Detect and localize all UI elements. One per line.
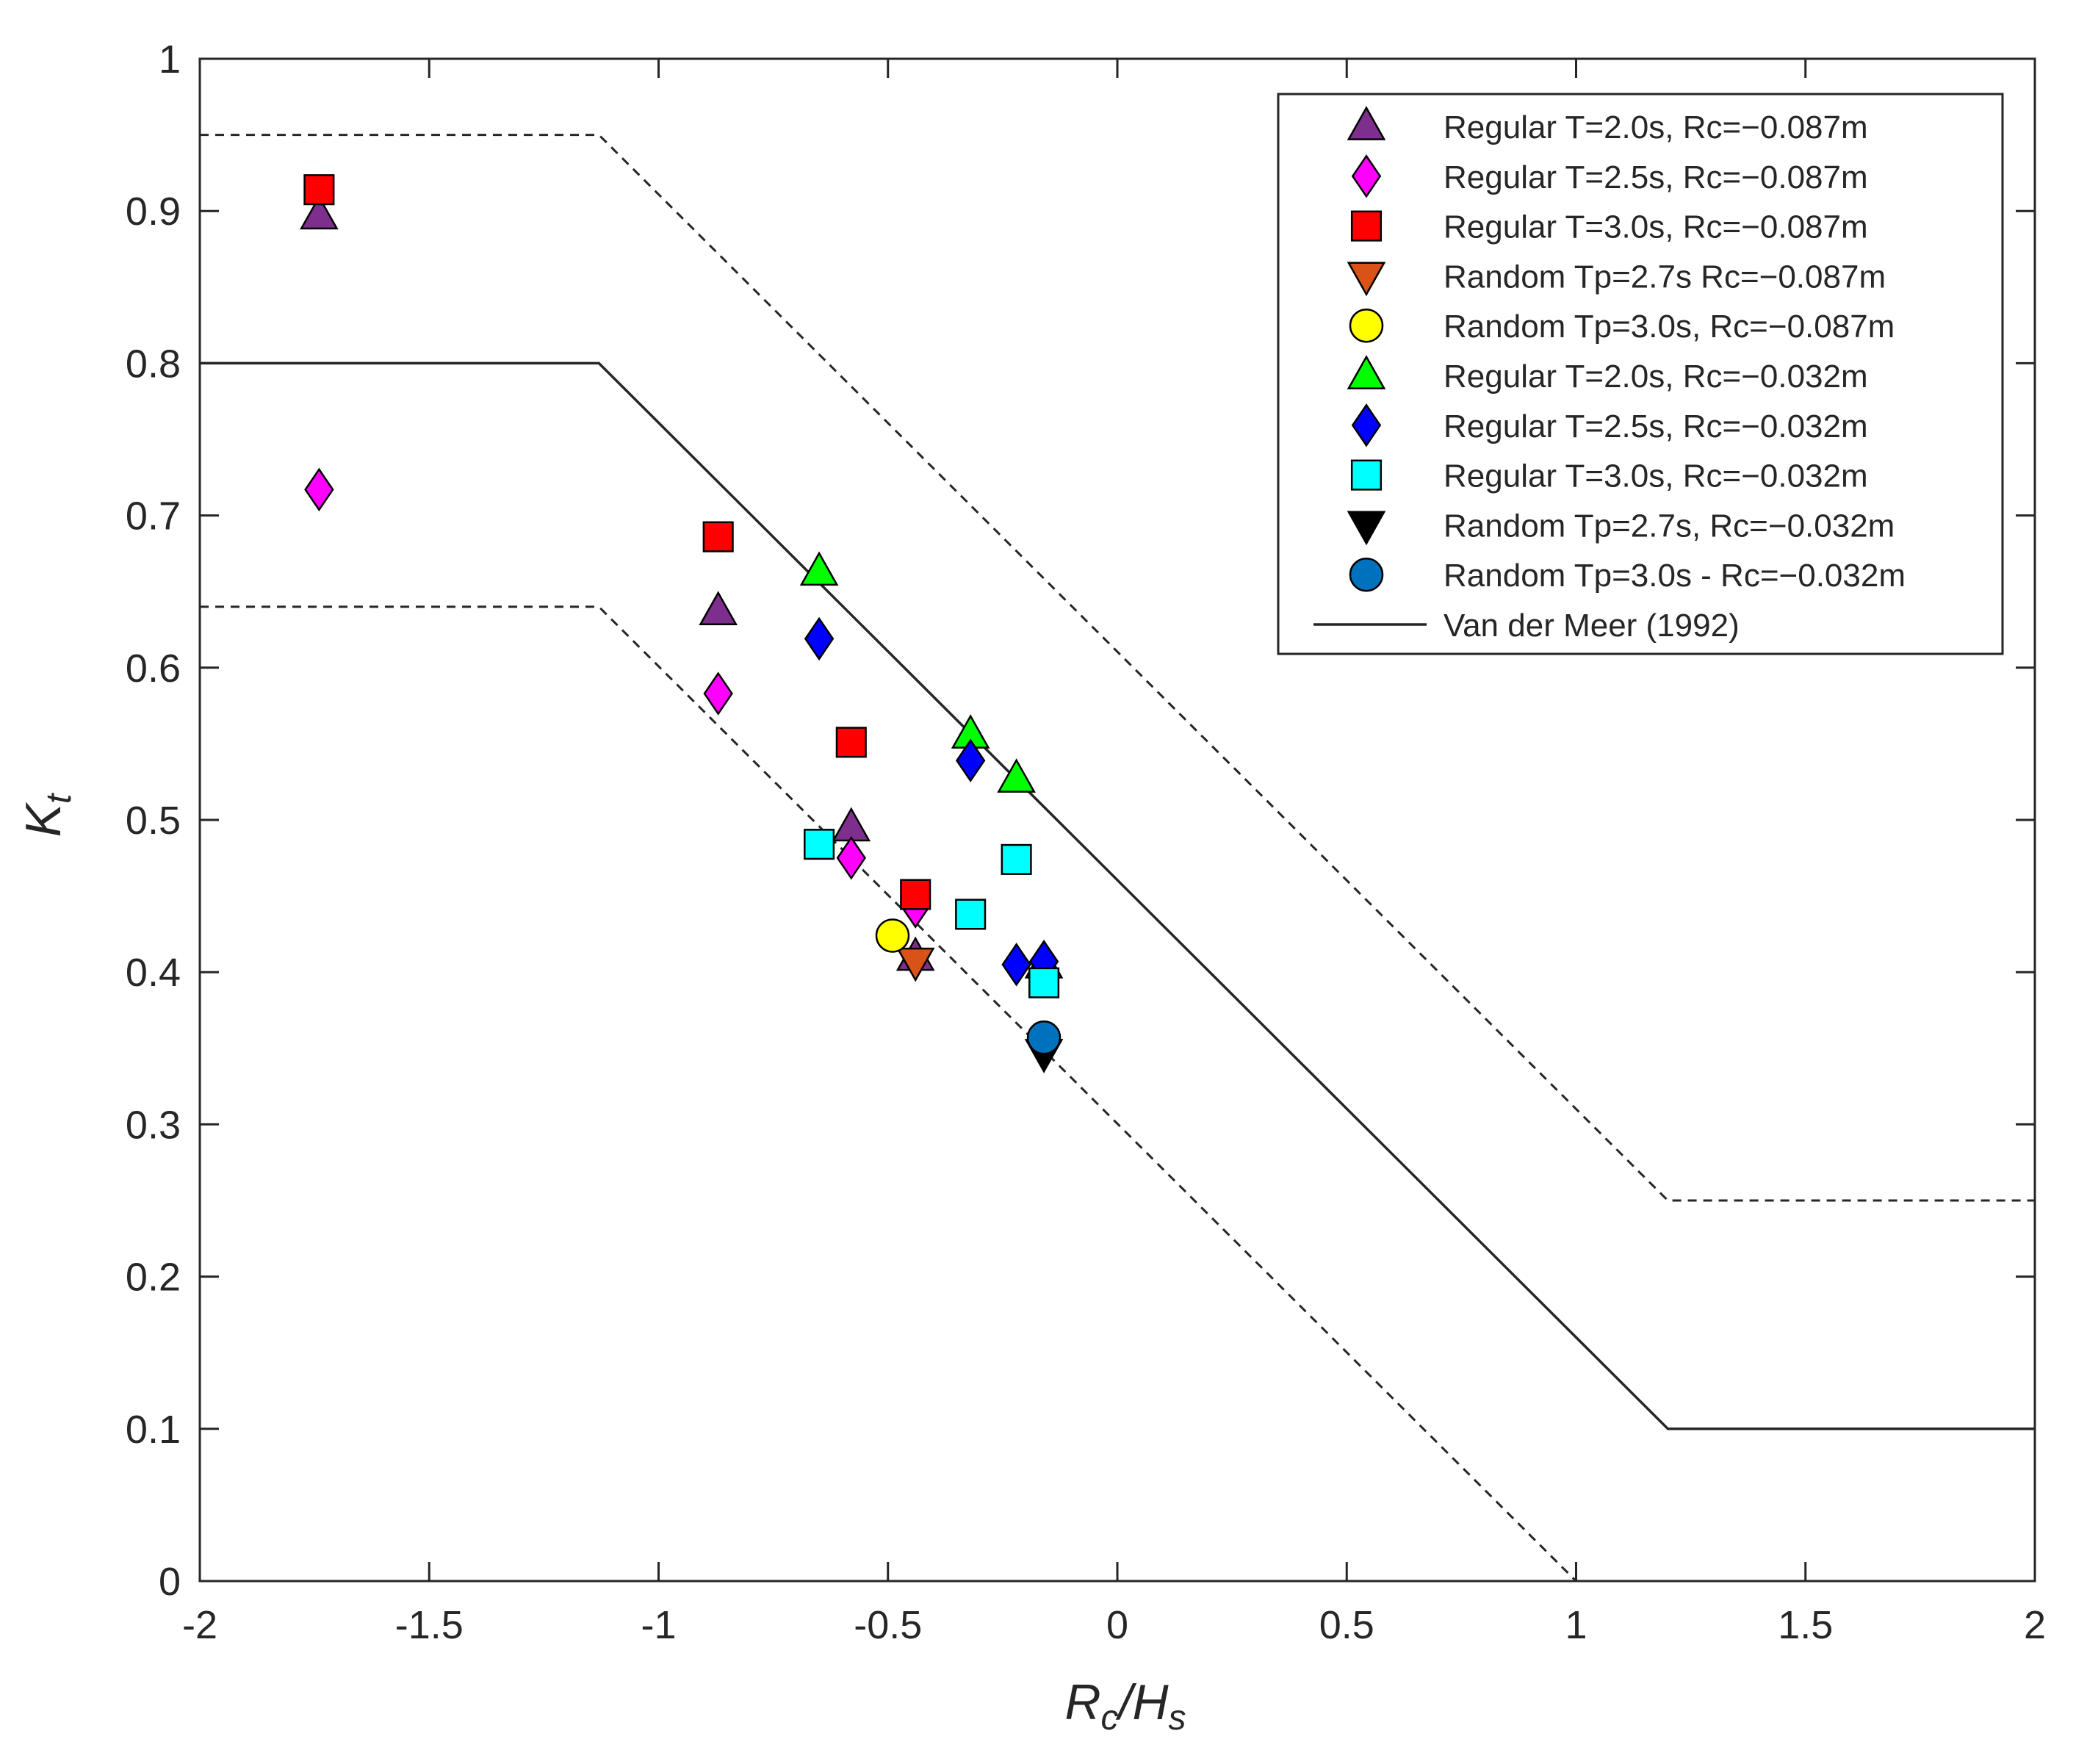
data-point-7-0 [804, 829, 835, 860]
data-point-4-0 [875, 918, 910, 953]
x-tick-label: 0.5 [1319, 1603, 1374, 1647]
data-point-7-1 [955, 899, 987, 930]
legend-marker-1 [1351, 154, 1382, 198]
legend-marker-0 [1347, 106, 1386, 140]
data-point-1-0 [304, 467, 334, 512]
legend-label-3: Random Tp=2.7s Rc=−0.087m [1444, 259, 1886, 295]
y-tick-label: 0.8 [126, 342, 181, 386]
legend-label-7: Regular T=3.0s, Rc=−0.032m [1444, 458, 1868, 494]
legend-marker-9 [1349, 557, 1384, 592]
y-axis-label-sub: t [40, 793, 79, 804]
y-tick-label: 0.9 [126, 190, 181, 234]
y-tick-label: 0.2 [126, 1256, 181, 1300]
data-point-2-1 [702, 521, 734, 552]
data-point-2-0 [303, 174, 335, 206]
data-point-6-2 [1001, 943, 1031, 987]
x-axis-label-sub1: c [1101, 1699, 1119, 1738]
legend-marker-2 [1350, 210, 1383, 242]
points-layer [300, 174, 1064, 1073]
series-9 [1026, 1020, 1062, 1055]
legend-marker-4 [1349, 308, 1384, 343]
x-axis-label-sub2: s [1169, 1699, 1186, 1738]
x-tick-label: -1 [641, 1603, 676, 1647]
data-point-7-2 [1001, 843, 1032, 875]
legend-label-5: Regular T=2.0s, Rc=−0.032m [1444, 359, 1868, 395]
y-tick-label: 1 [159, 37, 181, 82]
data-point-9-0 [1026, 1020, 1062, 1055]
x-tick-label: -1.5 [395, 1603, 464, 1647]
x-axis-label: Rc/Hs [1064, 1674, 1186, 1738]
y-tick-label: 0.6 [126, 647, 181, 691]
y-tick-label: 0.4 [126, 951, 181, 995]
data-point-2-2 [835, 727, 867, 758]
data-point-2-3 [900, 879, 931, 910]
legend-marker-8 [1347, 511, 1386, 546]
legend-marker-6 [1351, 403, 1382, 447]
y-tick-label: 0 [159, 1560, 181, 1604]
legend-label-1: Regular T=2.5s, Rc=−0.087m [1444, 159, 1868, 195]
y-tick-label: 0.5 [126, 799, 181, 843]
data-point-1-2 [836, 836, 867, 880]
data-point-3-0 [895, 947, 935, 982]
x-tick-label: 0 [1106, 1603, 1128, 1647]
series-3 [895, 947, 935, 982]
legend-marker-7 [1350, 459, 1383, 491]
legend-marker-5 [1347, 355, 1386, 389]
legend-label-2: Regular T=3.0s, Rc=−0.087m [1444, 209, 1868, 245]
legend-label-0: Regular T=2.0s, Rc=−0.087m [1444, 109, 1868, 145]
legend: Regular T=2.0s, Rc=−0.087m Regular T=2.5s… [1277, 93, 2004, 655]
data-point-6-1 [955, 738, 986, 782]
line-0 [200, 361, 2035, 1430]
data-point-5-0 [799, 551, 839, 586]
legend-label-10: Van der Meer (1992) [1444, 608, 1740, 644]
ticks-layer: -2 -1.5 -1 -0.5 0 0.5 1 1.5 2 0 0.1 0.2 0.3 0.4 0.5 0.6… [126, 37, 2046, 1647]
legend-box [1277, 93, 2004, 655]
data-point-1-1 [703, 672, 733, 716]
series-2 [303, 174, 931, 910]
x-axis-label-slash: /H [1116, 1674, 1169, 1730]
legend-label-9: Random Tp=3.0s - Rc=−0.032m [1444, 558, 1906, 594]
data-point-6-0 [804, 616, 835, 661]
data-point-0-1 [699, 591, 738, 625]
data-point-0-0 [300, 195, 339, 230]
x-tick-label: 2 [2024, 1603, 2046, 1647]
legend-label-4: Random Tp=3.0s, Rc=−0.087m [1444, 309, 1895, 345]
legend-label-6: Regular T=2.5s, Rc=−0.032m [1444, 408, 1868, 444]
data-point-5-2 [997, 758, 1036, 793]
x-tick-label: -0.5 [854, 1603, 922, 1647]
series-4 [875, 918, 910, 953]
data-point-7-3 [1028, 967, 1060, 998]
legend-marker-3 [1347, 262, 1386, 297]
x-tick-label: -2 [182, 1603, 217, 1647]
legend-label-8: Random Tp=2.7s, Rc=−0.032m [1444, 508, 1895, 544]
series-7 [804, 829, 1060, 998]
y-tick-label: 0.7 [126, 494, 181, 539]
x-tick-label: 1 [1565, 1603, 1587, 1647]
y-tick-label: 0.3 [126, 1103, 181, 1147]
x-tick-label: 1.5 [1778, 1603, 1833, 1647]
y-tick-label: 0.1 [126, 1408, 181, 1452]
